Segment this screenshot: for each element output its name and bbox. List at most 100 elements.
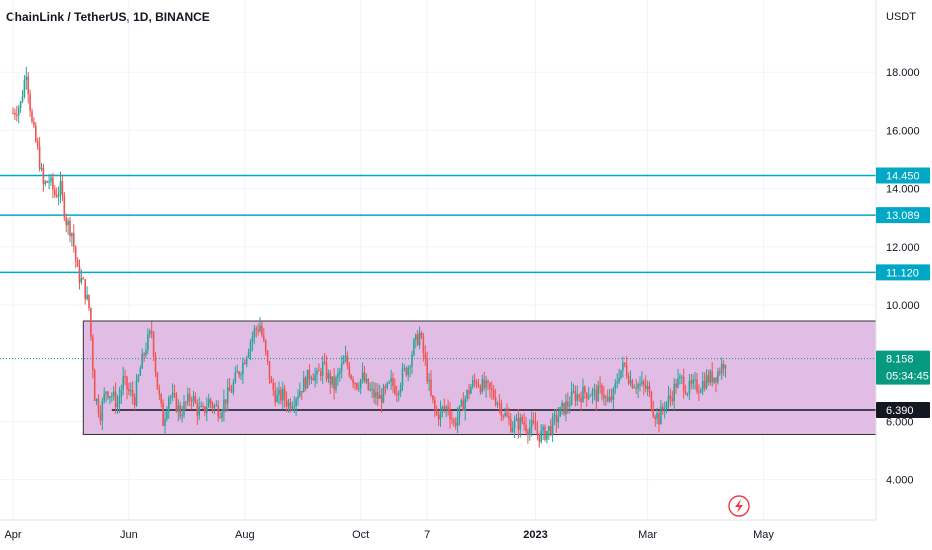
x-tick-label[interactable]: Aug xyxy=(235,529,255,541)
candle-body xyxy=(259,326,261,332)
candle-body xyxy=(67,220,69,226)
lightning-icon[interactable] xyxy=(728,495,750,517)
candle-body xyxy=(194,396,197,404)
candle-body xyxy=(59,181,62,195)
candle-body xyxy=(242,362,244,375)
candle-body xyxy=(249,342,252,352)
candle-body xyxy=(397,392,400,396)
candle-body xyxy=(164,418,166,426)
y-tick-label: 12.000 xyxy=(886,242,920,254)
candle-body xyxy=(280,389,282,401)
candle-body xyxy=(521,417,523,423)
candle-body xyxy=(82,278,85,280)
candle-body xyxy=(525,424,527,432)
candle-body xyxy=(301,391,303,393)
candle-body xyxy=(74,246,77,260)
candle-body xyxy=(160,394,162,404)
candle-body xyxy=(527,431,529,435)
candle-body xyxy=(65,217,67,226)
candle-body xyxy=(55,195,58,197)
candle-body xyxy=(261,326,263,336)
x-axis-labels[interactable]: Apr Jun Aug Oct 7 2023 Mar May xyxy=(4,529,774,541)
candle-body xyxy=(333,376,335,390)
candle-body xyxy=(321,361,324,376)
y-tick-label: 10.000 xyxy=(886,300,920,312)
price-badges: 14.450 13.089 11.120 6.390 8.158 05:34:45 xyxy=(876,167,930,419)
candle-body xyxy=(405,367,408,376)
candle-body xyxy=(331,376,333,385)
candle-body xyxy=(202,405,204,407)
candle-body xyxy=(390,378,392,382)
candle-body xyxy=(407,367,409,376)
candle-body xyxy=(109,396,111,399)
level-badge-2 xyxy=(876,207,930,224)
last-price-badge-countdown: 05:34:45 xyxy=(886,371,929,383)
candle-body xyxy=(584,386,586,393)
candle-body xyxy=(200,405,202,407)
candle-body xyxy=(114,391,117,408)
range-rectangle[interactable] xyxy=(82,320,888,435)
candle-body xyxy=(122,376,124,390)
candle-body xyxy=(470,386,472,394)
candle-body xyxy=(650,391,653,410)
x-tick-label[interactable]: 7 xyxy=(424,529,430,541)
candle-body xyxy=(263,335,265,341)
candle-body xyxy=(696,379,698,392)
x-tick-label[interactable]: Mar xyxy=(638,529,657,541)
candle-body xyxy=(643,381,645,386)
last-price-badge-label: 8.158 xyxy=(886,354,914,366)
x-tick-label[interactable]: Jun xyxy=(120,529,138,541)
candle-body xyxy=(308,369,311,380)
candle-body xyxy=(312,378,314,381)
candle-body xyxy=(629,380,632,384)
candle-body xyxy=(460,400,463,406)
candle-body xyxy=(255,328,257,330)
candle-body xyxy=(282,388,284,401)
candle-body xyxy=(511,428,514,432)
x-tick-label[interactable]: 2023 xyxy=(523,529,547,541)
candle-body xyxy=(489,382,491,389)
candle-body xyxy=(646,386,649,389)
candle-body xyxy=(240,374,242,376)
candle-body xyxy=(128,389,130,392)
candle-body xyxy=(671,398,674,402)
candle-body xyxy=(92,337,94,371)
x-tick-label[interactable]: Oct xyxy=(352,529,369,541)
candle-body xyxy=(719,371,721,374)
candle-body xyxy=(485,380,487,388)
candle-body xyxy=(658,412,660,425)
candle-body xyxy=(656,412,658,419)
candle-body xyxy=(101,401,104,421)
candle-body xyxy=(264,340,267,351)
candle-body xyxy=(225,399,227,404)
candle-body xyxy=(268,361,271,380)
candle-body xyxy=(424,353,427,359)
price-axis[interactable] xyxy=(876,0,932,520)
candle-body xyxy=(327,372,330,380)
candle-body xyxy=(213,405,216,408)
candle-body xyxy=(466,390,468,399)
candle-body xyxy=(593,389,596,391)
candle-body xyxy=(557,416,560,423)
x-tick-label[interactable]: Apr xyxy=(4,529,21,541)
candle-body xyxy=(175,393,178,412)
y-tick-label: 16.000 xyxy=(886,125,920,137)
x-tick-label[interactable]: May xyxy=(753,529,774,541)
candle-body xyxy=(595,389,598,402)
candle-body xyxy=(76,259,79,267)
candle-body xyxy=(700,390,702,393)
chart-title: ChainLink / TetherUS, 1D, BINANCE xyxy=(6,10,210,24)
candle-body xyxy=(325,362,328,380)
candle-body xyxy=(293,406,295,408)
candle-body xyxy=(572,391,575,393)
candle-body xyxy=(669,395,672,399)
candle-body xyxy=(530,420,533,428)
candle-body xyxy=(21,96,24,102)
candle-body xyxy=(578,394,580,398)
candle-body xyxy=(285,399,288,407)
candle-body xyxy=(31,111,33,122)
level-badge-3-label: 11.120 xyxy=(886,267,919,279)
candle-body xyxy=(130,390,132,392)
candle-body xyxy=(523,422,525,425)
